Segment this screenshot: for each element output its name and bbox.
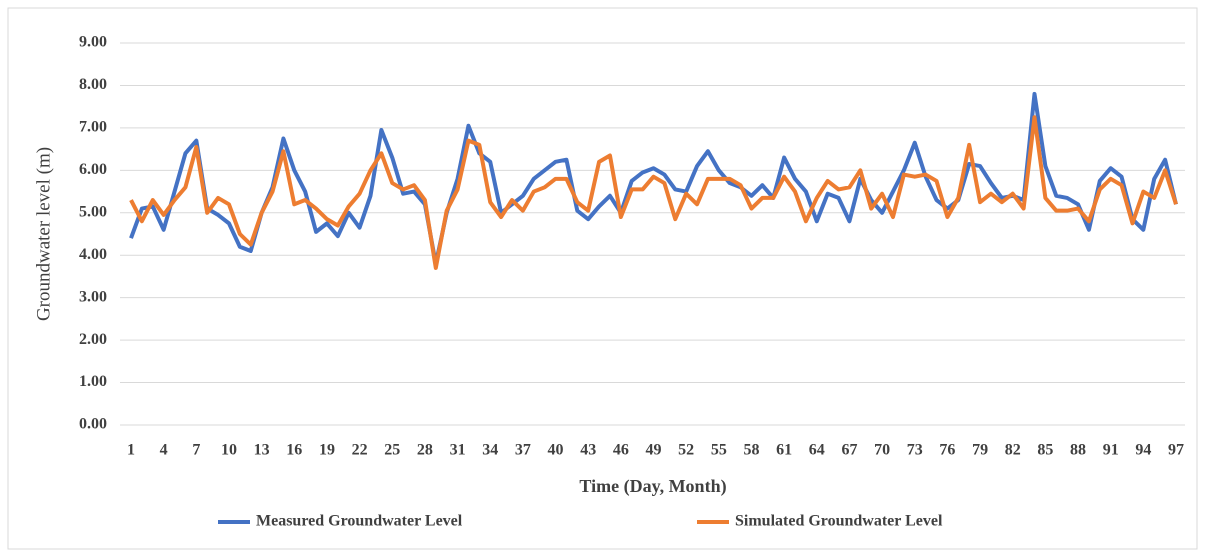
x-tick-label: 55 xyxy=(711,442,727,459)
x-tick-label: 64 xyxy=(809,442,825,459)
x-tick-label: 58 xyxy=(743,442,759,459)
y-tick-label: 0.00 xyxy=(79,416,107,433)
x-tick-label: 52 xyxy=(678,442,694,459)
x-tick-label: 37 xyxy=(515,442,531,459)
x-tick-label: 88 xyxy=(1070,442,1086,459)
x-tick-label: 76 xyxy=(939,442,955,459)
data-line xyxy=(129,115,1178,270)
x-tick-label: 28 xyxy=(417,442,433,459)
legend-label: Measured Groundwater Level xyxy=(256,513,463,530)
y-tick-label: 1.00 xyxy=(79,373,107,390)
y-axis-title: Groundwater level (m) xyxy=(33,147,54,321)
x-tick-label: 1 xyxy=(127,442,135,459)
y-tick-label: 5.00 xyxy=(79,203,107,220)
x-tick-label: 4 xyxy=(160,442,168,459)
y-tick-label: 6.00 xyxy=(79,161,107,178)
y-tick-label: 2.00 xyxy=(79,331,107,348)
x-tick-label: 73 xyxy=(907,442,923,459)
y-tick-label: 3.00 xyxy=(79,288,107,305)
x-tick-label: 67 xyxy=(841,442,857,459)
x-tick-label: 16 xyxy=(286,442,302,459)
x-axis-title: Time (Day, Month) xyxy=(579,476,726,497)
x-tick-label: 34 xyxy=(482,442,498,459)
x-tick-label: 25 xyxy=(384,442,400,459)
x-tick-label: 49 xyxy=(646,442,662,459)
chart-border xyxy=(7,7,1198,550)
y-tick-label: 9.00 xyxy=(79,34,107,51)
legend-label: Simulated Groundwater Level xyxy=(735,513,943,530)
x-tick-label: 46 xyxy=(613,442,629,459)
x-tick-label: 19 xyxy=(319,442,335,459)
x-tick-label: 40 xyxy=(548,442,564,459)
x-tick-label: 43 xyxy=(580,442,596,459)
x-tick-label: 82 xyxy=(1005,442,1021,459)
x-tick-label: 97 xyxy=(1168,442,1184,459)
x-tick-label: 85 xyxy=(1037,442,1053,459)
x-tick-label: 94 xyxy=(1135,442,1151,459)
y-tick-label: 4.00 xyxy=(79,246,107,263)
x-tick-label: 79 xyxy=(972,442,988,459)
x-tick-label: 61 xyxy=(776,442,792,459)
y-tick-label: 8.00 xyxy=(79,76,107,93)
x-tick-label: 31 xyxy=(450,442,466,459)
x-tick-label: 22 xyxy=(352,442,368,459)
x-tick-label: 70 xyxy=(874,442,890,459)
x-tick-label: 91 xyxy=(1103,442,1119,459)
data-line xyxy=(129,91,1178,266)
y-tick-label: 7.00 xyxy=(79,119,107,136)
x-tick-label: 10 xyxy=(221,442,237,459)
x-tick-label: 7 xyxy=(192,442,200,459)
x-tick-label: 13 xyxy=(254,442,270,459)
